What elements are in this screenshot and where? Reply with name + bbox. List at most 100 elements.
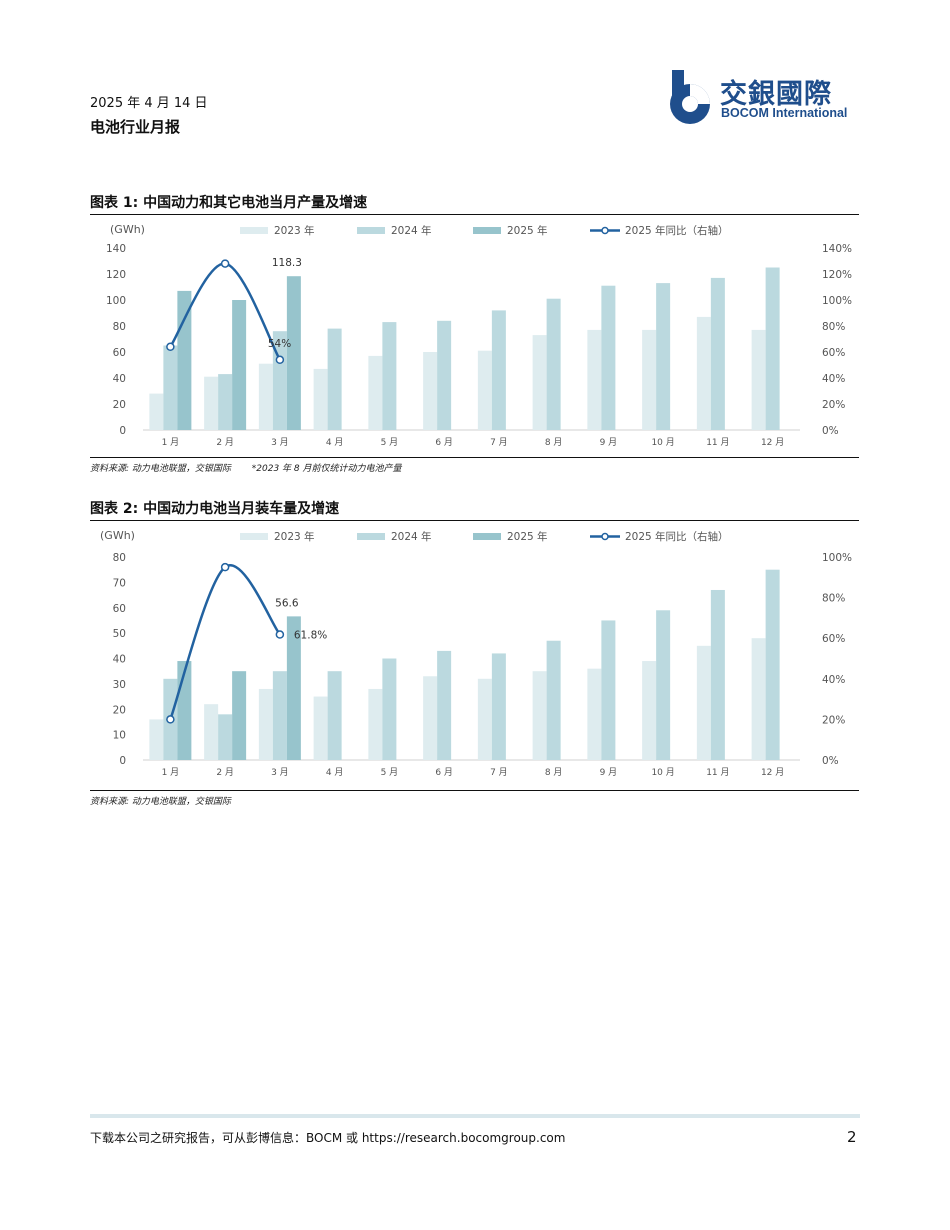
- bar-2023年-12: [751, 329, 766, 430]
- y-left-tick-label: 0: [119, 425, 126, 437]
- x-tick-label: 11 月: [706, 767, 729, 778]
- y-left-tick-label: 40: [113, 654, 126, 666]
- bar-2024年-1: [163, 345, 178, 430]
- legend-swatch-0: [240, 227, 268, 234]
- figure-2-top-rule: [90, 520, 859, 521]
- y-right-tick-label: 40%: [822, 674, 845, 686]
- x-tick-label: 2 月: [216, 437, 234, 448]
- bar-2023年-9: [587, 668, 602, 760]
- figure-2-chart: (GWh) 2023 年 2024 年 2025 年 2025 年同比（右轴） 0 10 20…: [100, 529, 852, 778]
- bar-2023年-10: [642, 329, 657, 430]
- bar-2024年-5: [382, 322, 397, 430]
- yoy-point-2: [220, 562, 230, 572]
- y-right-tick-label: 120%: [822, 269, 852, 281]
- bar-2023年-11: [696, 645, 711, 760]
- bar-2025年-2: [232, 671, 247, 760]
- bar-2024年-7: [491, 310, 506, 430]
- report-title: 电池行业月报: [90, 118, 181, 136]
- y-right-tick-label: 80%: [822, 593, 845, 605]
- y-left-tick-label: 120: [106, 269, 126, 281]
- logo-text-en: BOCOM International: [721, 106, 848, 120]
- legend-swatch-0: [240, 533, 268, 540]
- x-tick-label: 12 月: [761, 437, 784, 448]
- bar-2023年-8: [532, 671, 547, 760]
- y-right-tick-label: 60%: [822, 347, 845, 359]
- y-right-tick-label: 0%: [822, 755, 839, 767]
- x-tick-label: 8 月: [545, 437, 563, 448]
- bar-2023年-7: [477, 350, 492, 430]
- y-left-tick-label: 10: [113, 730, 126, 742]
- legend-swatch-1: [357, 533, 385, 540]
- legend-label-2: 2025 年: [507, 224, 548, 237]
- bar-2024年-12: [765, 569, 780, 760]
- yoy-point-2: [220, 259, 230, 268]
- bar-2024年-11: [710, 589, 725, 760]
- y-right-tick-label: 0%: [822, 425, 839, 437]
- bar-2023年-8: [532, 335, 547, 430]
- legend-label-1: 2024 年: [391, 224, 432, 237]
- y-left-tick-label: 100: [106, 295, 126, 307]
- x-tick-label: 12 月: [761, 767, 784, 778]
- y-right-tick-label: 100%: [822, 552, 852, 564]
- bar-2024年-3: [272, 671, 287, 760]
- legend-label-0: 2023 年: [274, 224, 315, 237]
- figure-2-title: 图表 2: 中国动力电池当月装车量及增速: [90, 501, 340, 517]
- bar-2024年-4: [327, 671, 342, 760]
- logo-text-cn: 交銀國際: [720, 79, 832, 110]
- legend-label-3: 2025 年同比（右轴）: [625, 224, 729, 237]
- figure-1-title: 图表 1: 中国动力和其它电池当月产量及增速: [90, 195, 368, 211]
- x-tick-label: 6 月: [435, 437, 453, 448]
- x-tick-label: 8 月: [545, 767, 563, 778]
- x-tick-label: 9 月: [600, 437, 618, 448]
- y-axis-unit-label: (GWh): [110, 223, 145, 236]
- bar-2023年-1: [149, 393, 164, 430]
- y-left-tick-label: 0: [119, 755, 126, 767]
- y-left-tick-label: 40: [113, 373, 126, 385]
- legend-swatch-2: [473, 533, 501, 540]
- y-left-tick-label: 60: [113, 347, 126, 359]
- bar-2024年-3: [272, 331, 287, 430]
- figure-2-source: 资料来源: 动力电池联盟，交银国际: [90, 797, 231, 807]
- yoy-point-1: [166, 715, 175, 724]
- legend-label-0: 2023 年: [274, 530, 315, 543]
- bar-2023年-6: [423, 676, 438, 760]
- bar-2023年-2: [204, 376, 219, 430]
- y-axis-unit-label: (GWh): [100, 529, 135, 542]
- figure-1-chart: (GWh) 2023 年 2024 年 2025 年 2025 年同比（右轴） 0 20 40…: [106, 223, 852, 448]
- y-left-tick-label: 70: [113, 577, 126, 589]
- y-right-tick-label: 20%: [822, 714, 845, 726]
- x-tick-label: 3 月: [271, 437, 289, 448]
- bar-value-annotation: 56.6: [275, 597, 299, 609]
- legend-label-2: 2025 年: [507, 530, 548, 543]
- figure-1-bottom-rule: [90, 457, 859, 458]
- bar-2024年-6: [437, 650, 452, 760]
- x-tick-label: 1 月: [162, 767, 180, 778]
- bar-2024年-11: [710, 277, 725, 430]
- y-left-tick-label: 80: [113, 552, 126, 564]
- bar-2024年-12: [765, 267, 780, 430]
- bar-2023年-4: [313, 368, 328, 430]
- bar-2023年-6: [423, 352, 438, 430]
- footer-text: 下载本公司之研究报告，可从彭博信息：BOCM 或 https://researc…: [90, 1131, 566, 1145]
- bar-2025年-3: [286, 616, 301, 760]
- bar-2024年-10: [656, 283, 671, 430]
- y-right-tick-label: 60%: [822, 633, 845, 645]
- x-tick-label: 5 月: [381, 767, 399, 778]
- bocom-emblem-icon: [670, 70, 710, 124]
- x-tick-label: 2 月: [216, 767, 234, 778]
- figure-1-note: *2023 年 8 月前仅统计动力电池产量: [251, 464, 402, 474]
- bar-2024年-5: [382, 658, 397, 760]
- x-tick-label: 1 月: [162, 437, 180, 448]
- legend-line-marker: [601, 532, 609, 541]
- yoy-point-3: [275, 355, 285, 365]
- x-tick-label: 10 月: [651, 437, 674, 448]
- y-left-tick-label: 30: [113, 679, 126, 691]
- bar-2024年-8: [546, 640, 561, 760]
- y-right-tick-label: 80%: [822, 321, 845, 333]
- bar-2024年-2: [218, 714, 233, 760]
- y-right-tick-label: 20%: [822, 399, 845, 411]
- bar-2025年-2: [232, 300, 247, 430]
- bar-2024年-8: [546, 298, 561, 430]
- yoy-value-annotation: 61.8%: [294, 630, 327, 642]
- yoy-value-annotation: 54%: [268, 338, 291, 350]
